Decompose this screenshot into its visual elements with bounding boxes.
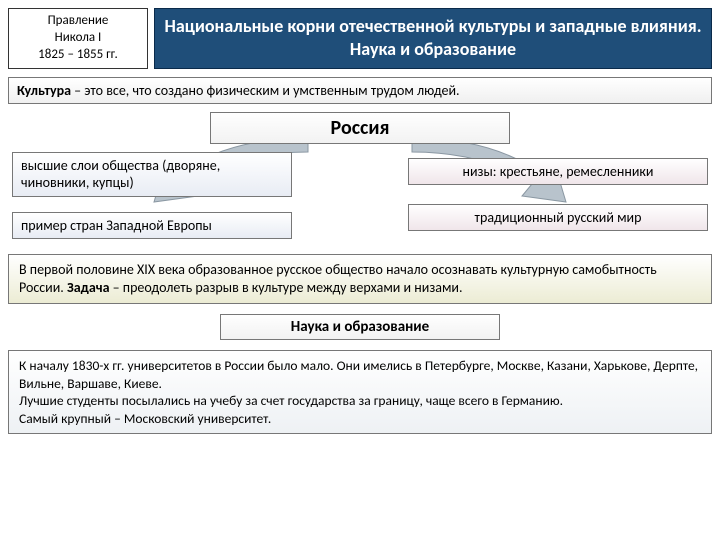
society-split-diagram: высшие слои общества (дворяне, чиновники…: [8, 148, 712, 248]
page-title: Национальные корни отечественной культур…: [154, 8, 712, 69]
russia-heading: Россия: [210, 112, 510, 144]
lower-class-box: низы: крестьяне, ремесленники: [408, 158, 708, 186]
culture-definition: Культура – это все, что создано физическ…: [8, 77, 712, 104]
definition-rest: – это все, что создано физическим и умст…: [71, 82, 460, 99]
task-post: – преодолеть разрыв в культуре между вер…: [109, 279, 462, 296]
period-line3: 1825 – 1855 гг.: [38, 47, 118, 62]
russian-world-box: традиционный русский мир: [408, 204, 708, 232]
task-box: В первой половине XIX века образованное …: [8, 254, 712, 304]
period-line2: Никола I: [55, 30, 102, 45]
universities-text: К началу 1830-х гг. университетов в Росс…: [19, 357, 698, 427]
western-example-box: пример стран Западной Европы: [12, 212, 292, 240]
period-box: Правление Никола I 1825 – 1855 гг.: [8, 8, 148, 69]
science-heading: Наука и образование: [220, 314, 500, 340]
universities-box: К началу 1830-х гг. университетов в Росс…: [8, 350, 712, 434]
definition-term: Культура: [17, 82, 71, 99]
upper-class-box: высшие слои общества (дворяне, чиновники…: [12, 152, 292, 197]
task-bold: Задача: [67, 279, 109, 296]
period-line1: Правление: [48, 13, 109, 28]
